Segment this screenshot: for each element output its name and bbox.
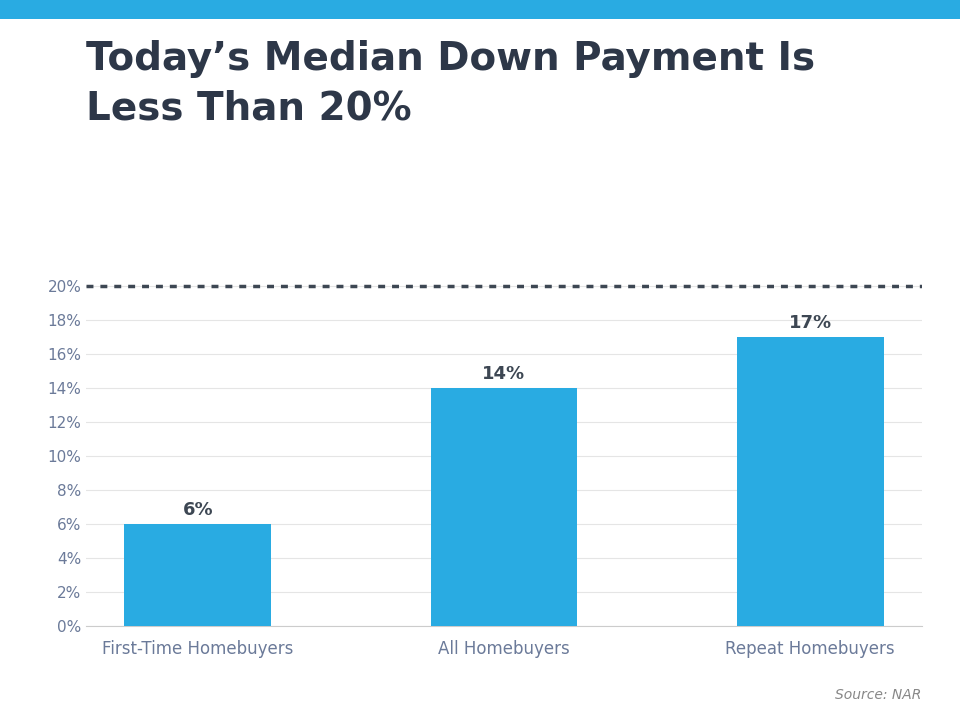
- Text: 14%: 14%: [483, 365, 525, 383]
- Bar: [125, 524, 272, 626]
- Text: 17%: 17%: [788, 314, 831, 332]
- Text: Today’s Median Down Payment Is: Today’s Median Down Payment Is: [86, 40, 816, 78]
- Bar: [736, 337, 883, 626]
- Text: Less Than 20%: Less Than 20%: [86, 90, 412, 128]
- Text: Source: NAR: Source: NAR: [835, 688, 922, 702]
- Text: 6%: 6%: [182, 501, 213, 519]
- Bar: [430, 388, 578, 626]
